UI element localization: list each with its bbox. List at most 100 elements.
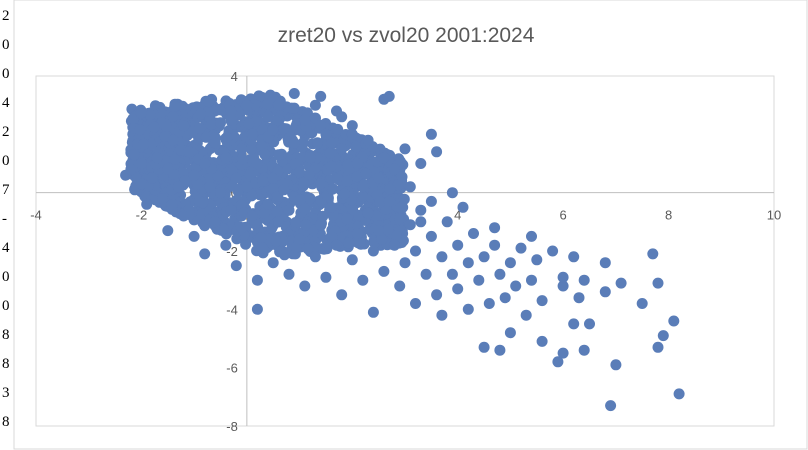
data-point bbox=[303, 169, 315, 180]
data-point bbox=[203, 96, 215, 108]
data-point bbox=[382, 223, 394, 235]
data-point bbox=[494, 344, 506, 356]
data-point bbox=[135, 158, 147, 169]
data-point bbox=[166, 198, 178, 210]
data-point bbox=[315, 119, 327, 131]
data-point bbox=[288, 88, 300, 99]
data-point bbox=[462, 257, 474, 269]
data-point bbox=[167, 110, 179, 122]
data-point bbox=[399, 143, 411, 155]
data-point bbox=[172, 181, 184, 193]
x-tick-label: 6 bbox=[560, 208, 567, 223]
data-point bbox=[332, 173, 344, 185]
data-point bbox=[446, 268, 458, 280]
data-point bbox=[262, 198, 274, 210]
data-point bbox=[183, 146, 195, 158]
data-point bbox=[169, 100, 181, 112]
data-point bbox=[241, 181, 253, 193]
data-point bbox=[259, 148, 271, 160]
data-point bbox=[568, 251, 580, 263]
data-point bbox=[273, 149, 284, 161]
data-point bbox=[346, 120, 358, 132]
data-point bbox=[221, 131, 233, 143]
data-point bbox=[299, 203, 311, 215]
data-point bbox=[236, 153, 248, 165]
data-point bbox=[230, 172, 242, 184]
data-point bbox=[557, 271, 569, 283]
data-point bbox=[431, 289, 443, 301]
data-point bbox=[395, 202, 407, 214]
edge-glyph: 8 bbox=[2, 356, 10, 372]
data-point bbox=[205, 119, 217, 131]
data-point bbox=[294, 166, 306, 178]
data-point bbox=[324, 147, 336, 159]
data-point bbox=[652, 341, 664, 353]
data-point bbox=[468, 228, 479, 239]
data-point bbox=[341, 175, 353, 187]
data-point bbox=[289, 158, 301, 170]
data-point bbox=[271, 205, 283, 217]
data-point bbox=[257, 242, 269, 254]
data-point bbox=[396, 171, 408, 183]
data-point bbox=[267, 182, 279, 194]
data-point bbox=[273, 99, 284, 111]
data-point bbox=[398, 193, 410, 205]
data-point bbox=[304, 193, 316, 204]
data-point bbox=[267, 257, 279, 269]
data-point bbox=[504, 327, 516, 339]
data-point bbox=[215, 187, 226, 199]
data-point bbox=[336, 289, 348, 301]
data-point bbox=[415, 216, 427, 228]
data-point bbox=[436, 251, 448, 263]
data-point bbox=[526, 230, 537, 242]
data-point bbox=[146, 172, 158, 184]
y-tick-label: -6 bbox=[226, 361, 238, 376]
data-point bbox=[236, 222, 248, 234]
data-point bbox=[531, 254, 543, 266]
data-point bbox=[220, 152, 232, 164]
data-point bbox=[299, 114, 311, 126]
data-point bbox=[473, 274, 485, 286]
data-point bbox=[162, 225, 174, 237]
data-point bbox=[298, 177, 310, 189]
edge-glyph: 0 bbox=[2, 66, 10, 82]
x-tick-label: 4 bbox=[454, 208, 461, 223]
x-tick-label: -2 bbox=[136, 208, 148, 223]
data-point bbox=[236, 143, 248, 155]
data-point bbox=[536, 295, 548, 307]
data-point bbox=[431, 146, 443, 158]
data-point bbox=[320, 128, 332, 140]
data-point bbox=[357, 181, 369, 193]
data-point bbox=[657, 330, 669, 342]
data-point bbox=[394, 280, 406, 292]
data-point bbox=[351, 236, 363, 248]
data-point bbox=[199, 248, 211, 260]
edge-glyph: 2 bbox=[2, 124, 10, 140]
y-tick-label: -2 bbox=[226, 244, 238, 259]
data-point bbox=[605, 400, 617, 412]
data-point bbox=[243, 118, 255, 130]
data-point bbox=[352, 158, 364, 169]
y-tick-label: -8 bbox=[226, 419, 238, 434]
data-point bbox=[270, 235, 282, 247]
data-point bbox=[510, 280, 522, 292]
data-point bbox=[394, 213, 406, 225]
data-point bbox=[373, 225, 385, 237]
data-point bbox=[339, 188, 351, 200]
data-point bbox=[193, 123, 205, 134]
data-point bbox=[373, 172, 385, 184]
data-point bbox=[436, 309, 448, 321]
data-point bbox=[526, 274, 537, 286]
data-point bbox=[230, 260, 242, 272]
data-point bbox=[241, 99, 253, 111]
data-point bbox=[350, 141, 362, 153]
data-point bbox=[160, 121, 172, 132]
data-point bbox=[283, 268, 295, 280]
data-point bbox=[336, 143, 348, 155]
data-point bbox=[294, 233, 306, 245]
data-point bbox=[178, 210, 190, 222]
data-point bbox=[220, 239, 232, 251]
y-tick-label: 4 bbox=[231, 69, 238, 84]
data-point bbox=[255, 232, 267, 244]
data-point bbox=[157, 193, 168, 204]
